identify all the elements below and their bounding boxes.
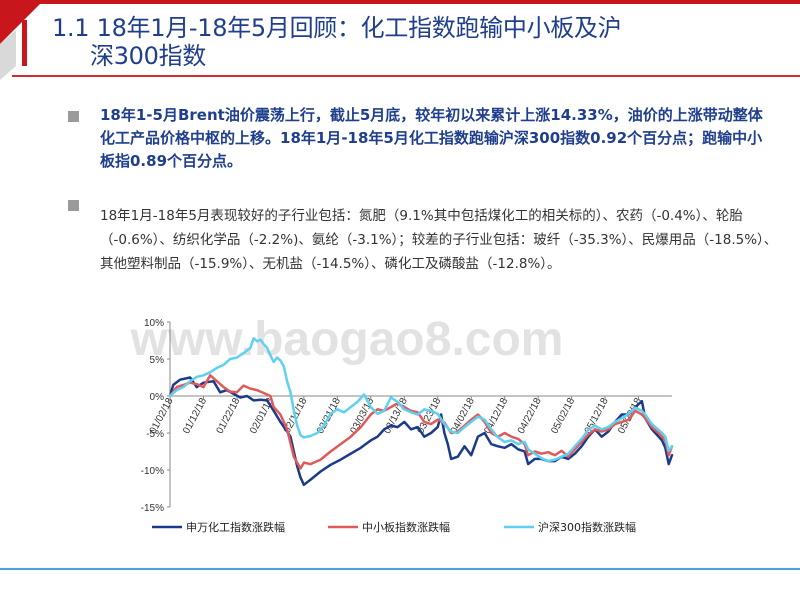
y-tick-label: 5% bbox=[150, 355, 165, 366]
line-chart: www.baogao8.com 10%5%0%-5%-10%-15%01/02/… bbox=[130, 313, 674, 534]
bullet-square-icon bbox=[68, 111, 79, 122]
series-line-3 bbox=[168, 337, 674, 463]
corner-accent bbox=[0, 0, 44, 80]
subsector-paragraph: 18年1月-18年5月表现较好的子行业包括：氮肥（9.1%其中包括煤化工的相关标… bbox=[100, 208, 778, 272]
legend-label-3: 沪深300指数涨跌幅 bbox=[538, 520, 636, 534]
x-tick-label: 04/22/18 bbox=[516, 396, 544, 436]
series-line-2 bbox=[168, 374, 674, 470]
x-tick-label: 01/12/18 bbox=[181, 396, 209, 436]
y-tick-label: 0% bbox=[150, 392, 165, 403]
legend-label-1: 申万化工指数涨跌幅 bbox=[186, 520, 285, 534]
title-line-1: 1.1 18年1月-18年5月回顾：化工指数跑输中小板及沪 bbox=[52, 14, 622, 42]
x-tick-label: 04/12/18 bbox=[482, 396, 510, 436]
summary-paragraph: 18年1-5月Brent油价震荡上行，截止5月底，较年初以来累计上涨14.33%… bbox=[100, 106, 763, 170]
title-divider bbox=[12, 75, 800, 77]
y-tick-label: -10% bbox=[141, 466, 164, 477]
x-tick-label: 05/02/18 bbox=[549, 396, 577, 436]
footer-divider bbox=[0, 568, 800, 570]
x-tick-label: 03/03/18 bbox=[348, 396, 376, 436]
x-tick-label: 01/22/18 bbox=[215, 396, 243, 436]
y-tick-label: 10% bbox=[144, 318, 164, 329]
page-title: 1.1 18年1月-18年5月回顾：化工指数跑输中小板及沪 深300指数 bbox=[52, 14, 772, 70]
title-line-2: 深300指数 bbox=[90, 42, 207, 70]
bullet-square-icon bbox=[68, 200, 79, 211]
legend-label-2: 中小板指数涨跌幅 bbox=[362, 520, 450, 534]
watermark-text: www.baogao8.com bbox=[130, 313, 564, 366]
top-accent-band bbox=[0, 0, 800, 4]
y-tick-label: -5% bbox=[146, 429, 164, 440]
y-tick-label: -15% bbox=[141, 503, 164, 514]
